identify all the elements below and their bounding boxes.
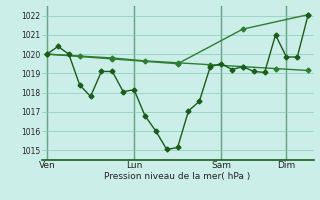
X-axis label: Pression niveau de la mer( hPa ): Pression niveau de la mer( hPa ) [104,172,251,181]
